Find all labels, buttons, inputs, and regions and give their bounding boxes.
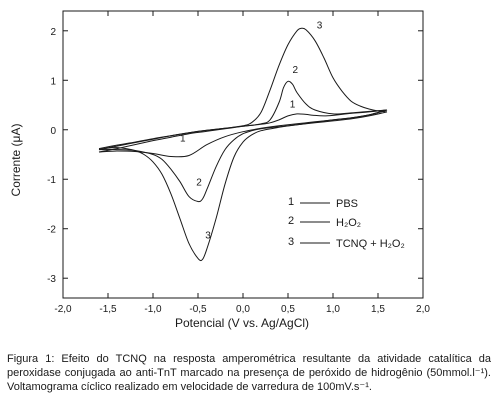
legend-item-tcnq-h2o2: 3 TCNQ + H₂O₂ [288, 236, 405, 250]
series-3: 3 [98, 27, 388, 262]
cyclic-voltammogram-chart: -2,0 -1,5 -1,0 -0,5 0,0 0,5 1,0 1,5 2,0 -3 -2 -1 0 1 2… [9, 10, 430, 330]
axis-ticks [62, 11, 424, 298]
legend-label: PBS [336, 198, 358, 210]
figure-caption: Figura 1: Efeito do TCNQ na resposta amp… [7, 353, 491, 393]
series-3-reverse-scan [98, 111, 388, 262]
x-tick-label: -2,0 [54, 304, 72, 315]
x-tick-label: 2,0 [416, 304, 430, 315]
series-2-label: 2 [196, 178, 202, 189]
legend-item-pbs: 1 PBS [288, 196, 358, 210]
series-3-forward-scan [98, 27, 388, 150]
y-tick-label: -1 [47, 175, 56, 186]
legend-label: H₂O₂ [336, 217, 361, 229]
legend-number: 1 [288, 196, 294, 208]
y-tick-label: 2 [50, 27, 56, 38]
x-tick-label: 0,0 [236, 304, 250, 315]
series-3-label: 3 [205, 231, 211, 242]
legend-item-h2o2: 2 H₂O₂ [288, 215, 361, 229]
legend-number: 2 [288, 215, 294, 227]
plot-border [62, 10, 424, 299]
x-tick-label: 1,5 [371, 304, 385, 315]
curves: 1 2 3 [98, 27, 388, 262]
axis-tick-labels: -2,0 -1,5 -1,0 -0,5 0,0 0,5 1,0 1,5 2,0 -3 -2 -1 0 1 2 [47, 27, 430, 315]
series-1-forward-scan [98, 109, 388, 153]
series-1: 1 [98, 99, 388, 158]
series-2-forward-scan [98, 80, 388, 151]
plot-frame [62, 10, 424, 299]
x-tick-label: 1,0 [326, 304, 340, 315]
curve-number-label: 2 [293, 65, 299, 76]
y-tick-label: 1 [50, 76, 56, 87]
series-2-reverse-scan [98, 109, 388, 203]
x-tick-label: -0,5 [189, 304, 207, 315]
y-axis-label: Corrente (μA) [9, 124, 23, 197]
curve-number-label: 1 [180, 134, 186, 145]
y-tick-label: -3 [47, 274, 56, 285]
x-axis-label: Potencial (V vs. Ag/AgCl) [175, 316, 309, 330]
legend: 1 PBS 2 H₂O₂ 3 TCNQ + H₂O₂ [288, 196, 405, 250]
x-tick-label: 0,5 [281, 304, 295, 315]
curve-number-labels: 3 2 1 [180, 20, 323, 144]
x-tick-label: -1,0 [144, 304, 162, 315]
legend-number: 3 [288, 236, 294, 248]
series-1-label: 1 [290, 99, 296, 110]
x-tick-label: -1,5 [99, 304, 117, 315]
y-tick-label: -2 [47, 225, 56, 236]
legend-label: TCNQ + H₂O₂ [336, 238, 405, 250]
y-tick-label: 0 [50, 126, 56, 137]
curve-number-label: 3 [317, 20, 323, 31]
